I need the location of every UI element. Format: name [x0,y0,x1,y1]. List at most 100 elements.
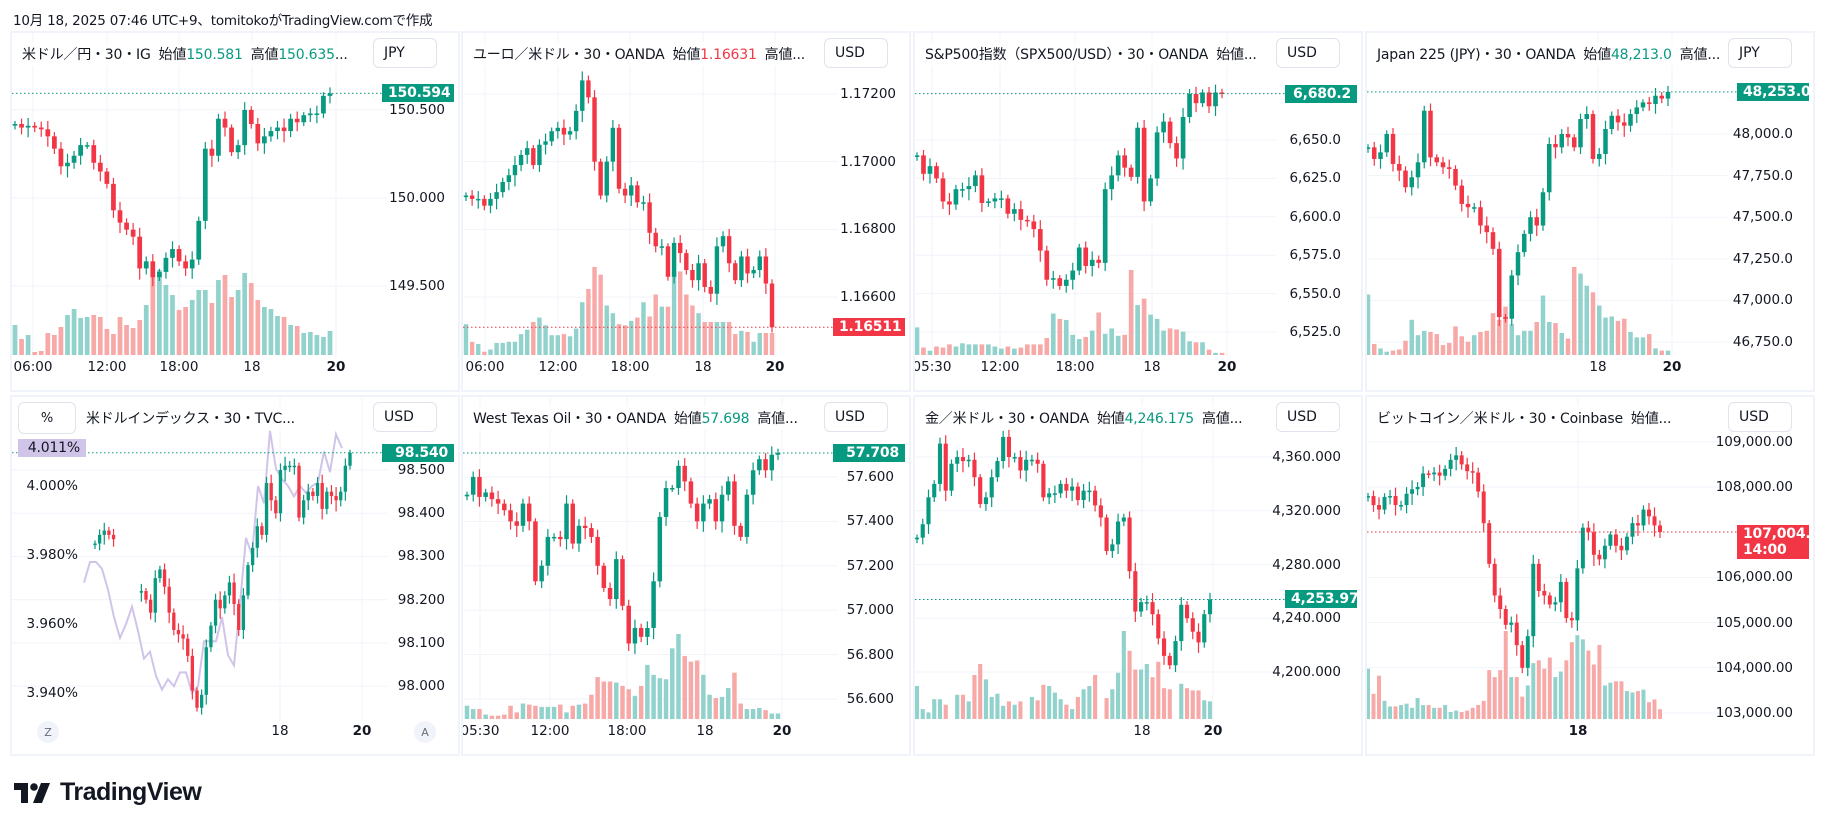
candle [775,448,781,461]
percent-scale-button[interactable]: % [18,402,76,434]
symbol-title[interactable]: West Texas Oil・30・OANDA 始値57.698 高値... [471,406,800,430]
candle-body [1426,473,1431,475]
candle-body [199,694,204,708]
candle-body [1104,517,1109,552]
candle-body [979,175,985,203]
candle-body [744,494,750,537]
candle [329,485,334,505]
currency-button[interactable]: USD [824,402,888,432]
symbol-title[interactable]: 金／米ドル・30・OANDA 始値4,246.175 高値... [923,406,1245,430]
candle [526,496,532,531]
chart-panel-wti[interactable]: 57.600 57.400 57.200 57.000 56.800 56.600 57.7… [461,395,911,756]
volume-bar [520,703,526,719]
candle-body [1382,496,1387,510]
volume-bar [157,270,162,355]
volume-bar [750,709,756,719]
candle [275,120,280,140]
symbol-title[interactable]: ビットコイン／米ドル・30・Coinbase 始値... [1375,406,1674,430]
candle-body [137,236,143,269]
candle-body [927,166,933,174]
volume-bar [745,331,750,355]
tradingview-logo[interactable]: TradingView [14,778,202,807]
chart-panel-xauusd[interactable]: 4,360.000 4,320.000 4,280.000 4,240.000 4,20… [913,395,1363,756]
candle [1525,629,1530,677]
candle-body [614,559,619,600]
candle-body [915,537,920,540]
last-price-badge: 57.708 [833,443,905,462]
volume-bar [1428,331,1433,355]
volume-bar [573,328,579,355]
candle [545,529,551,576]
candle [1586,521,1591,541]
price-axis-label: 1.16600 [840,289,896,306]
candle-body [1578,119,1583,148]
chart-panel-btcusd[interactable]: 109,000.00 108,000.00 106,000.00 105,000.00… [1365,395,1815,756]
volume-bar [1148,314,1153,355]
candle [999,190,1004,209]
last-price-badge: 150.594 [382,84,454,103]
symbol-title[interactable]: ユーロ／米ドル・30・OANDA 始値1.16631 高値... [471,42,808,66]
volume-bar [720,322,726,355]
candle [677,235,683,263]
candle-body [651,581,656,628]
candle-body [595,536,600,566]
candle-body [1031,221,1037,230]
volume-bar [1207,701,1213,719]
chart-canvas[interactable] [463,33,909,390]
candle [1410,480,1415,505]
chart-panel-spx500[interactable]: 6,650.0 6,625.0 6,600.0 6,575.0 6,550.0 6,525… [913,31,1363,392]
auto-scale-left-button[interactable]: Z [37,721,59,743]
candle [1559,129,1564,154]
chart-panel-dxy[interactable]: 98.500 98.400 98.300 98.200 98.100 98.000 4.00… [10,395,460,756]
candle-body [1207,599,1213,615]
symbol-title[interactable]: 米ドル／円・30・IG 始値150.581 高値150.635... [20,42,350,66]
volume-bar [978,664,983,719]
candle [1070,262,1076,290]
volume-bar [989,697,994,719]
time-axis-label: 18 [1568,723,1588,739]
candle [589,523,594,543]
auto-scale-right-button[interactable]: A [414,721,436,743]
candle-body [1531,563,1536,637]
candle-body [1515,252,1521,276]
symbol-title[interactable]: 米ドルインデックス・30・TVC... [84,406,297,430]
currency-button[interactable]: USD [1276,402,1340,432]
volume-bar [1421,705,1426,719]
tradingview-logo-text: TradingView [60,778,202,806]
currency-button[interactable]: JPY [1728,38,1792,68]
chart-canvas[interactable] [915,33,1361,390]
candle [979,168,985,212]
currency-button[interactable]: USD [373,402,437,432]
candle-body [558,536,563,540]
chart-panel-usdjpy[interactable]: 150.500 150.000 149.500 150.594 米ドル／円・30・IG 始… [10,31,460,392]
symbol-title[interactable]: Japan 225 (JPY)・30・OANDA 始値48,213.0 高値... [1375,42,1723,66]
chart-canvas[interactable] [915,397,1361,754]
chart-canvas[interactable] [12,33,458,390]
currency-button[interactable]: JPY [373,38,437,68]
volume-bar [531,322,536,355]
time-axis-label: 20 [772,723,792,739]
chart-canvas[interactable] [1367,33,1813,390]
symbol-title[interactable]: S&P500指数（SPX500/USD）・30・OANDA 始値... [923,42,1259,66]
candle [494,183,499,210]
candle [763,248,769,295]
chart-canvas[interactable] [463,397,909,754]
chart-panel-jp225[interactable]: 48,000.0 47,750.0 47,500.0 47,250.0 47,000.0… [1365,31,1815,392]
chart-canvas[interactable] [12,397,458,754]
candle-body [573,110,579,132]
candle-body [1603,129,1608,154]
candle [960,448,966,473]
currency-button[interactable]: USD [1728,402,1792,432]
candle [989,469,994,508]
candle [91,139,97,170]
currency-button[interactable]: USD [1276,38,1340,68]
candle [1553,135,1558,159]
percent-axis-label: 4.000% [26,478,78,495]
chart-panel-eurusd[interactable]: 1.17200 1.17000 1.16800 1.16600 1.16511 ユーロ／米… [461,31,911,392]
volume-bar [1006,701,1011,719]
candle-body [1646,509,1651,517]
volume-bar [176,310,182,355]
candle [1206,86,1212,114]
currency-button[interactable]: USD [824,38,888,68]
chart-canvas[interactable] [1367,397,1813,754]
